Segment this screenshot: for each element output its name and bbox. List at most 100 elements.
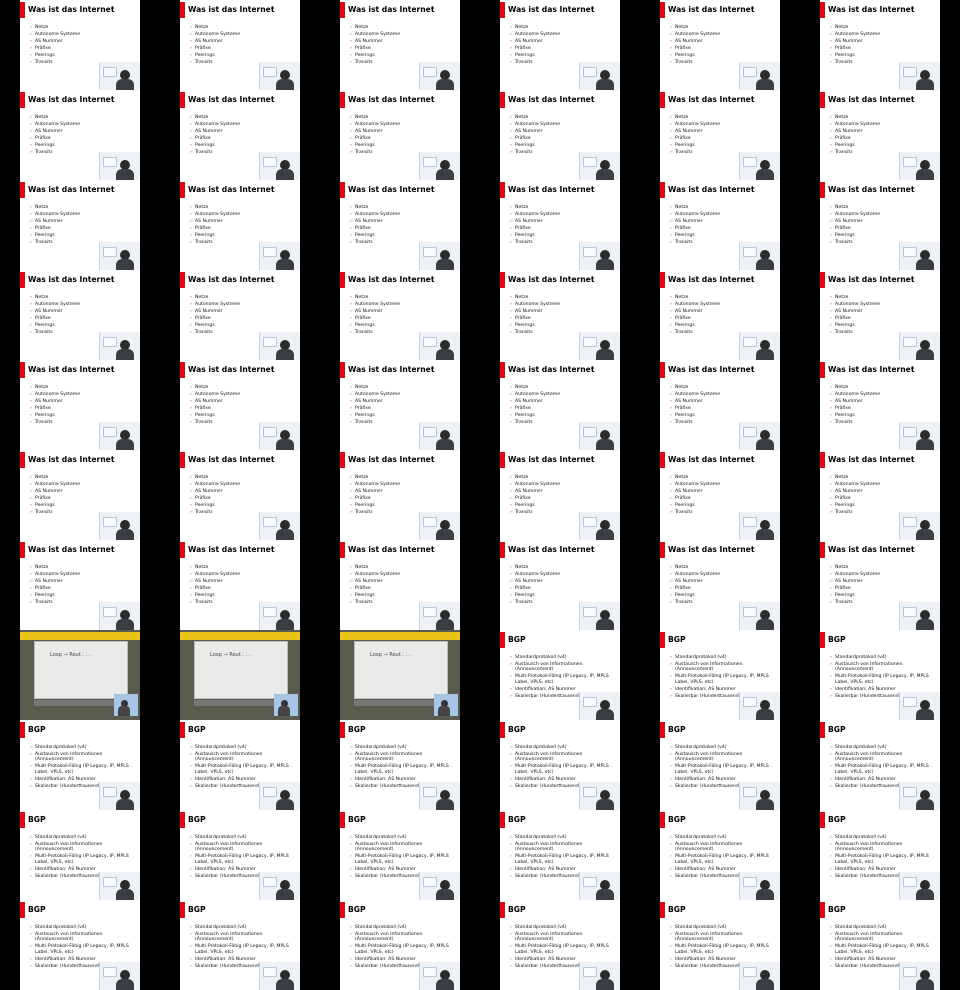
video-frame-tile[interactable]: Was ist das Internet › Netze › Autonome Syst… xyxy=(640,360,800,450)
bullet-arrow-icon: › xyxy=(670,60,672,65)
video-frame-tile[interactable]: Loop → Rout . . . xyxy=(320,630,480,720)
video-frame-tile[interactable]: Was ist das Internet › Netze › Autonome Syst… xyxy=(640,90,800,180)
bullet-arrow-icon: › xyxy=(30,751,32,757)
internet-slide: Was ist das Internet › Netze › Autonome Syst… xyxy=(340,0,460,90)
video-frame-tile[interactable]: Was ist das Internet › Netze › Autonome Syst… xyxy=(480,180,640,270)
video-frame-tile[interactable]: Was ist das Internet › Netze › Autonome Syst… xyxy=(800,540,960,630)
presenter-figure xyxy=(276,610,294,630)
video-frame-tile[interactable]: Was ist das Internet › Netze › Autonome Syst… xyxy=(800,0,960,90)
video-frame-tile[interactable]: Was ist das Internet › Netze › Autonome Syst… xyxy=(320,450,480,540)
slide-bullet-text: Identifikation: AS Nummer xyxy=(515,866,576,872)
video-frame-tile[interactable]: Was ist das Internet › Netze › Autonome Syst… xyxy=(160,180,320,270)
video-frame-tile[interactable]: BGP › Standardprotokoll (v4) › Austausch von… xyxy=(0,720,160,810)
video-frame-tile[interactable]: BGP › Standardprotokoll (v4) › Austausch von… xyxy=(160,900,320,990)
video-frame-tile[interactable]: Was ist das Internet › Netze › Autonome Syst… xyxy=(160,450,320,540)
video-frame-tile[interactable]: BGP › Standardprotokoll (v4) › Austausch von… xyxy=(480,810,640,900)
video-frame-tile[interactable]: Was ist das Internet › Netze › Autonome Syst… xyxy=(800,450,960,540)
video-frame-tile[interactable]: Was ist das Internet › Netze › Autonome Syst… xyxy=(480,450,640,540)
bullet-arrow-icon: › xyxy=(190,330,192,335)
bullet-arrow-icon: › xyxy=(190,963,192,969)
video-frame-tile[interactable]: BGP › Standardprotokoll (v4) › Austausch von… xyxy=(480,630,640,720)
video-frame-tile[interactable]: BGP › Standardprotokoll (v4) › Austausch von… xyxy=(800,900,960,990)
presenter-body xyxy=(596,169,614,180)
video-frame-tile[interactable]: Was ist das Internet › Netze › Autonome Syst… xyxy=(0,450,160,540)
video-frame-tile[interactable]: Was ist das Internet › Netze › Autonome Syst… xyxy=(800,270,960,360)
bullet-arrow-icon: › xyxy=(830,835,832,840)
screen-thumbnail-icon xyxy=(263,247,277,257)
bgp-slide: BGP › Standardprotokoll (v4) › Austausch von… xyxy=(340,720,460,810)
presenter-body xyxy=(278,706,290,716)
video-frame-tile[interactable]: BGP › Standardprotokoll (v4) › Austausch von… xyxy=(0,810,160,900)
slide-bullet-item: › Netze xyxy=(190,114,296,121)
video-frame-tile[interactable]: BGP › Standardprotokoll (v4) › Austausch von… xyxy=(640,720,800,810)
video-frame-tile[interactable]: BGP › Standardprotokoll (v4) › Austausch von… xyxy=(320,720,480,810)
video-frame-tile[interactable]: Was ist das Internet › Netze › Autonome Syst… xyxy=(480,360,640,450)
video-frame-tile[interactable]: BGP › Standardprotokoll (v4) › Austausch von… xyxy=(800,720,960,810)
video-frame-tile[interactable]: Was ist das Internet › Netze › Autonome Syst… xyxy=(0,180,160,270)
video-frame-tile[interactable]: Was ist das Internet › Netze › Autonome Syst… xyxy=(800,360,960,450)
video-frame-tile[interactable]: BGP › Standardprotokoll (v4) › Austausch von… xyxy=(640,630,800,720)
video-frame-tile[interactable]: BGP › Standardprotokoll (v4) › Austausch von… xyxy=(800,810,960,900)
video-frame-tile[interactable]: BGP › Standardprotokoll (v4) › Austausch von… xyxy=(480,720,640,810)
slide-bullet-item: › Netze xyxy=(350,204,456,211)
bgp-slide: BGP › Standardprotokoll (v4) › Austausch von… xyxy=(500,630,620,720)
slide-bullet-text: Autonome Systeme xyxy=(675,122,721,127)
video-frame-tile[interactable]: Was ist das Internet › Netze › Autonome Syst… xyxy=(640,0,800,90)
internet-slide: Was ist das Internet › Netze › Autonome Syst… xyxy=(20,360,140,450)
video-frame-tile[interactable]: Was ist das Internet › Netze › Autonome Syst… xyxy=(640,540,800,630)
slide-accent-bar xyxy=(500,722,505,738)
video-frame-tile[interactable]: Was ist das Internet › Netze › Autonome Syst… xyxy=(480,270,640,360)
video-frame-tile[interactable]: Was ist das Internet › Netze › Autonome Syst… xyxy=(640,180,800,270)
video-frame-tile[interactable]: Was ist das Internet › Netze › Autonome Syst… xyxy=(640,450,800,540)
presenter-body xyxy=(116,169,134,180)
slide-bullet-item: › Autonome Systeme xyxy=(510,391,616,398)
video-frame-tile[interactable]: Was ist das Internet › Netze › Autonome Syst… xyxy=(480,0,640,90)
video-frame-tile[interactable]: Was ist das Internet › Netze › Autonome Syst… xyxy=(320,270,480,360)
video-frame-tile[interactable]: Was ist das Internet › Netze › Autonome Syst… xyxy=(0,90,160,180)
video-frame-tile[interactable]: Was ist das Internet › Netze › Autonome Syst… xyxy=(480,540,640,630)
video-frame-tile[interactable]: Was ist das Internet › Netze › Autonome Syst… xyxy=(0,360,160,450)
video-frame-tile[interactable]: BGP › Standardprotokoll (v4) › Austausch von… xyxy=(640,810,800,900)
video-frame-tile[interactable]: Was ist das Internet › Netze › Autonome Syst… xyxy=(480,90,640,180)
video-frame-tile[interactable]: BGP › Standardprotokoll (v4) › Austausch von… xyxy=(160,720,320,810)
video-frame-tile[interactable]: Was ist das Internet › Netze › Autonome Syst… xyxy=(320,0,480,90)
video-frame-tile[interactable]: Was ist das Internet › Netze › Autonome Syst… xyxy=(0,270,160,360)
presenter-head xyxy=(280,970,290,980)
presenter-head xyxy=(280,880,290,890)
slide-bullet-item: › AS Nummer xyxy=(670,398,776,405)
video-frame-tile[interactable]: Was ist das Internet › Netze › Autonome Syst… xyxy=(160,270,320,360)
bullet-arrow-icon: › xyxy=(30,399,32,404)
video-frame-tile[interactable]: BGP › Standardprotokoll (v4) › Austausch von… xyxy=(800,630,960,720)
video-frame-tile[interactable]: Was ist das Internet › Netze › Autonome Syst… xyxy=(0,540,160,630)
video-frame-tile[interactable]: Was ist das Internet › Netze › Autonome Syst… xyxy=(320,540,480,630)
video-frame-tile[interactable]: Was ist das Internet › Netze › Autonome Syst… xyxy=(160,540,320,630)
video-frame-tile[interactable]: BGP › Standardprotokoll (v4) › Austausch von… xyxy=(640,900,800,990)
video-frame-tile[interactable]: Was ist das Internet › Netze › Autonome Syst… xyxy=(160,90,320,180)
slide-bullet-text: Transits xyxy=(675,510,693,515)
video-frame-tile[interactable]: Was ist das Internet › Netze › Autonome Syst… xyxy=(320,180,480,270)
video-frame-tile[interactable]: Was ist das Internet › Netze › Autonome Syst… xyxy=(320,90,480,180)
slide-bullet-text: Transits xyxy=(675,330,693,335)
slide-bullet-text: Netze xyxy=(515,25,529,30)
video-frame-tile[interactable]: BGP › Standardprotokoll (v4) › Austausch von… xyxy=(480,900,640,990)
slide-accent-bar xyxy=(500,2,505,18)
slide-bullet-item: › Skalierbar (Hunderttausende Routen) xyxy=(670,964,776,970)
slide-bullet-item: › Netze xyxy=(670,384,776,391)
video-frame-tile[interactable]: BGP › Standardprotokoll (v4) › Austausch von… xyxy=(0,900,160,990)
video-frame-tile[interactable]: Was ist das Internet › Netze › Autonome Syst… xyxy=(160,360,320,450)
bullet-arrow-icon: › xyxy=(350,503,352,508)
video-frame-tile[interactable]: Loop → Rout . . . xyxy=(0,630,160,720)
video-frame-tile[interactable]: BGP › Standardprotokoll (v4) › Austausch von… xyxy=(320,900,480,990)
video-frame-tile[interactable]: Was ist das Internet › Netze › Autonome Syst… xyxy=(160,0,320,90)
video-frame-tile[interactable]: Loop → Rout . . . xyxy=(160,630,320,720)
slide-accent-bar xyxy=(20,812,25,828)
video-frame-tile[interactable]: Was ist das Internet › Netze › Autonome Syst… xyxy=(800,90,960,180)
video-frame-tile[interactable]: BGP › Standardprotokoll (v4) › Austausch von… xyxy=(320,810,480,900)
video-frame-tile[interactable]: Was ist das Internet › Netze › Autonome Syst… xyxy=(320,360,480,450)
video-frame-tile[interactable]: Was ist das Internet › Netze › Autonome Syst… xyxy=(0,0,160,90)
slide-bullet-item: › Netze xyxy=(670,114,776,121)
video-frame-tile[interactable]: Was ist das Internet › Netze › Autonome Syst… xyxy=(640,270,800,360)
slide-bullet-item: › Austausch von Informationen (Announceme… xyxy=(190,752,296,763)
video-frame-tile[interactable]: BGP › Standardprotokoll (v4) › Austausch von… xyxy=(160,810,320,900)
video-frame-tile[interactable]: Was ist das Internet › Netze › Autonome Syst… xyxy=(800,180,960,270)
